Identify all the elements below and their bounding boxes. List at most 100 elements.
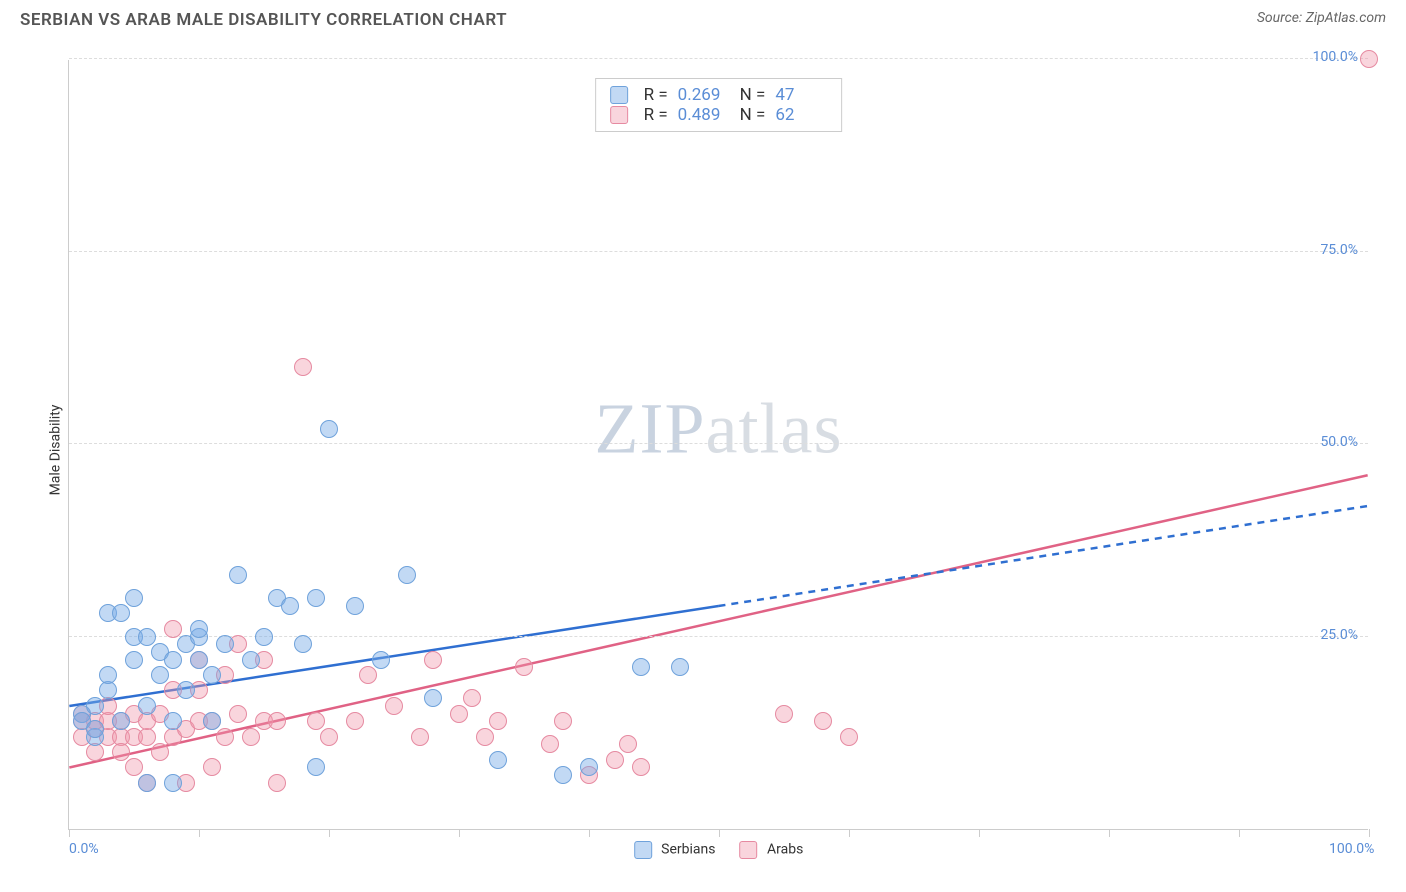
data-point: [632, 758, 650, 776]
data-point: [216, 728, 234, 746]
data-point: [177, 681, 195, 699]
y-tick-label: 50.0%: [1320, 434, 1358, 450]
data-point: [606, 751, 624, 769]
y-tick-label: 100.0%: [1313, 49, 1358, 65]
data-point: [320, 728, 338, 746]
data-point: [554, 712, 572, 730]
data-point: [125, 651, 143, 669]
data-point: [138, 628, 156, 646]
x-tick: [69, 829, 70, 837]
chart-container: Male Disability ZIPatlas R = 0.269 N = 4…: [20, 40, 1386, 860]
data-point: [411, 728, 429, 746]
x-tick: [589, 829, 590, 837]
data-point: [398, 566, 416, 584]
data-point: [203, 758, 221, 776]
data-point: [281, 597, 299, 615]
data-point: [125, 758, 143, 776]
gridline: [69, 443, 1368, 444]
data-point: [112, 604, 130, 622]
data-point: [229, 705, 247, 723]
gridline: [69, 58, 1368, 59]
data-point: [1360, 50, 1378, 68]
source-label: Source: ZipAtlas.com: [1257, 10, 1386, 26]
gridline: [69, 251, 1368, 252]
watermark: ZIPatlas: [595, 388, 843, 471]
data-point: [619, 735, 637, 753]
data-point: [476, 728, 494, 746]
data-point: [151, 743, 169, 761]
data-point: [112, 743, 130, 761]
y-tick-label: 25.0%: [1320, 627, 1358, 643]
data-point: [164, 651, 182, 669]
data-point: [580, 758, 598, 776]
x-tick: [979, 829, 980, 837]
data-point: [632, 658, 650, 676]
data-point: [346, 712, 364, 730]
data-point: [489, 712, 507, 730]
y-tick-label: 75.0%: [1320, 242, 1358, 258]
data-point: [385, 697, 403, 715]
data-point: [216, 635, 234, 653]
y-axis-label: Male Disability: [47, 405, 63, 496]
data-point: [307, 712, 325, 730]
data-point: [112, 712, 130, 730]
series-legend: Serbians Arabs: [634, 841, 804, 859]
data-point: [515, 658, 533, 676]
data-point: [489, 751, 507, 769]
data-point: [151, 666, 169, 684]
data-point: [125, 589, 143, 607]
data-point: [541, 735, 559, 753]
data-point: [190, 620, 208, 638]
data-point: [138, 774, 156, 792]
data-point: [268, 774, 286, 792]
data-point: [203, 666, 221, 684]
data-point: [372, 651, 390, 669]
x-tick-label: 100.0%: [1329, 841, 1374, 857]
data-point: [203, 712, 221, 730]
data-point: [138, 728, 156, 746]
data-point: [320, 420, 338, 438]
data-point: [164, 774, 182, 792]
data-point: [86, 697, 104, 715]
data-point: [307, 758, 325, 776]
legend-item-serbians: Serbians: [634, 841, 716, 859]
stats-row-arabs: R = 0.489 N = 62: [610, 105, 828, 125]
x-tick: [329, 829, 330, 837]
stats-legend: R = 0.269 N = 47 R = 0.489 N = 62: [595, 78, 843, 132]
data-point: [86, 743, 104, 761]
x-tick: [199, 829, 200, 837]
x-tick: [1109, 829, 1110, 837]
x-tick: [459, 829, 460, 837]
data-point: [138, 697, 156, 715]
x-tick: [1369, 829, 1370, 837]
data-point: [814, 712, 832, 730]
data-point: [671, 658, 689, 676]
x-tick: [849, 829, 850, 837]
data-point: [346, 597, 364, 615]
data-point: [164, 620, 182, 638]
stats-row-serbians: R = 0.269 N = 47: [610, 85, 828, 105]
data-point: [294, 358, 312, 376]
data-point: [554, 766, 572, 784]
data-point: [190, 651, 208, 669]
data-point: [242, 651, 260, 669]
data-point: [99, 681, 117, 699]
data-point: [450, 705, 468, 723]
chart-title: SERBIAN VS ARAB MALE DISABILITY CORRELAT…: [20, 10, 507, 30]
data-point: [424, 651, 442, 669]
data-point: [424, 689, 442, 707]
data-point: [268, 712, 286, 730]
legend-item-arabs: Arabs: [740, 841, 804, 859]
data-point: [294, 635, 312, 653]
x-tick: [719, 829, 720, 837]
swatch-arabs: [740, 841, 758, 859]
data-point: [242, 728, 260, 746]
data-point: [307, 589, 325, 607]
data-point: [840, 728, 858, 746]
data-point: [775, 705, 793, 723]
data-point: [463, 689, 481, 707]
data-point: [164, 712, 182, 730]
data-point: [255, 628, 273, 646]
data-point: [99, 666, 117, 684]
swatch-serbians: [610, 86, 628, 104]
